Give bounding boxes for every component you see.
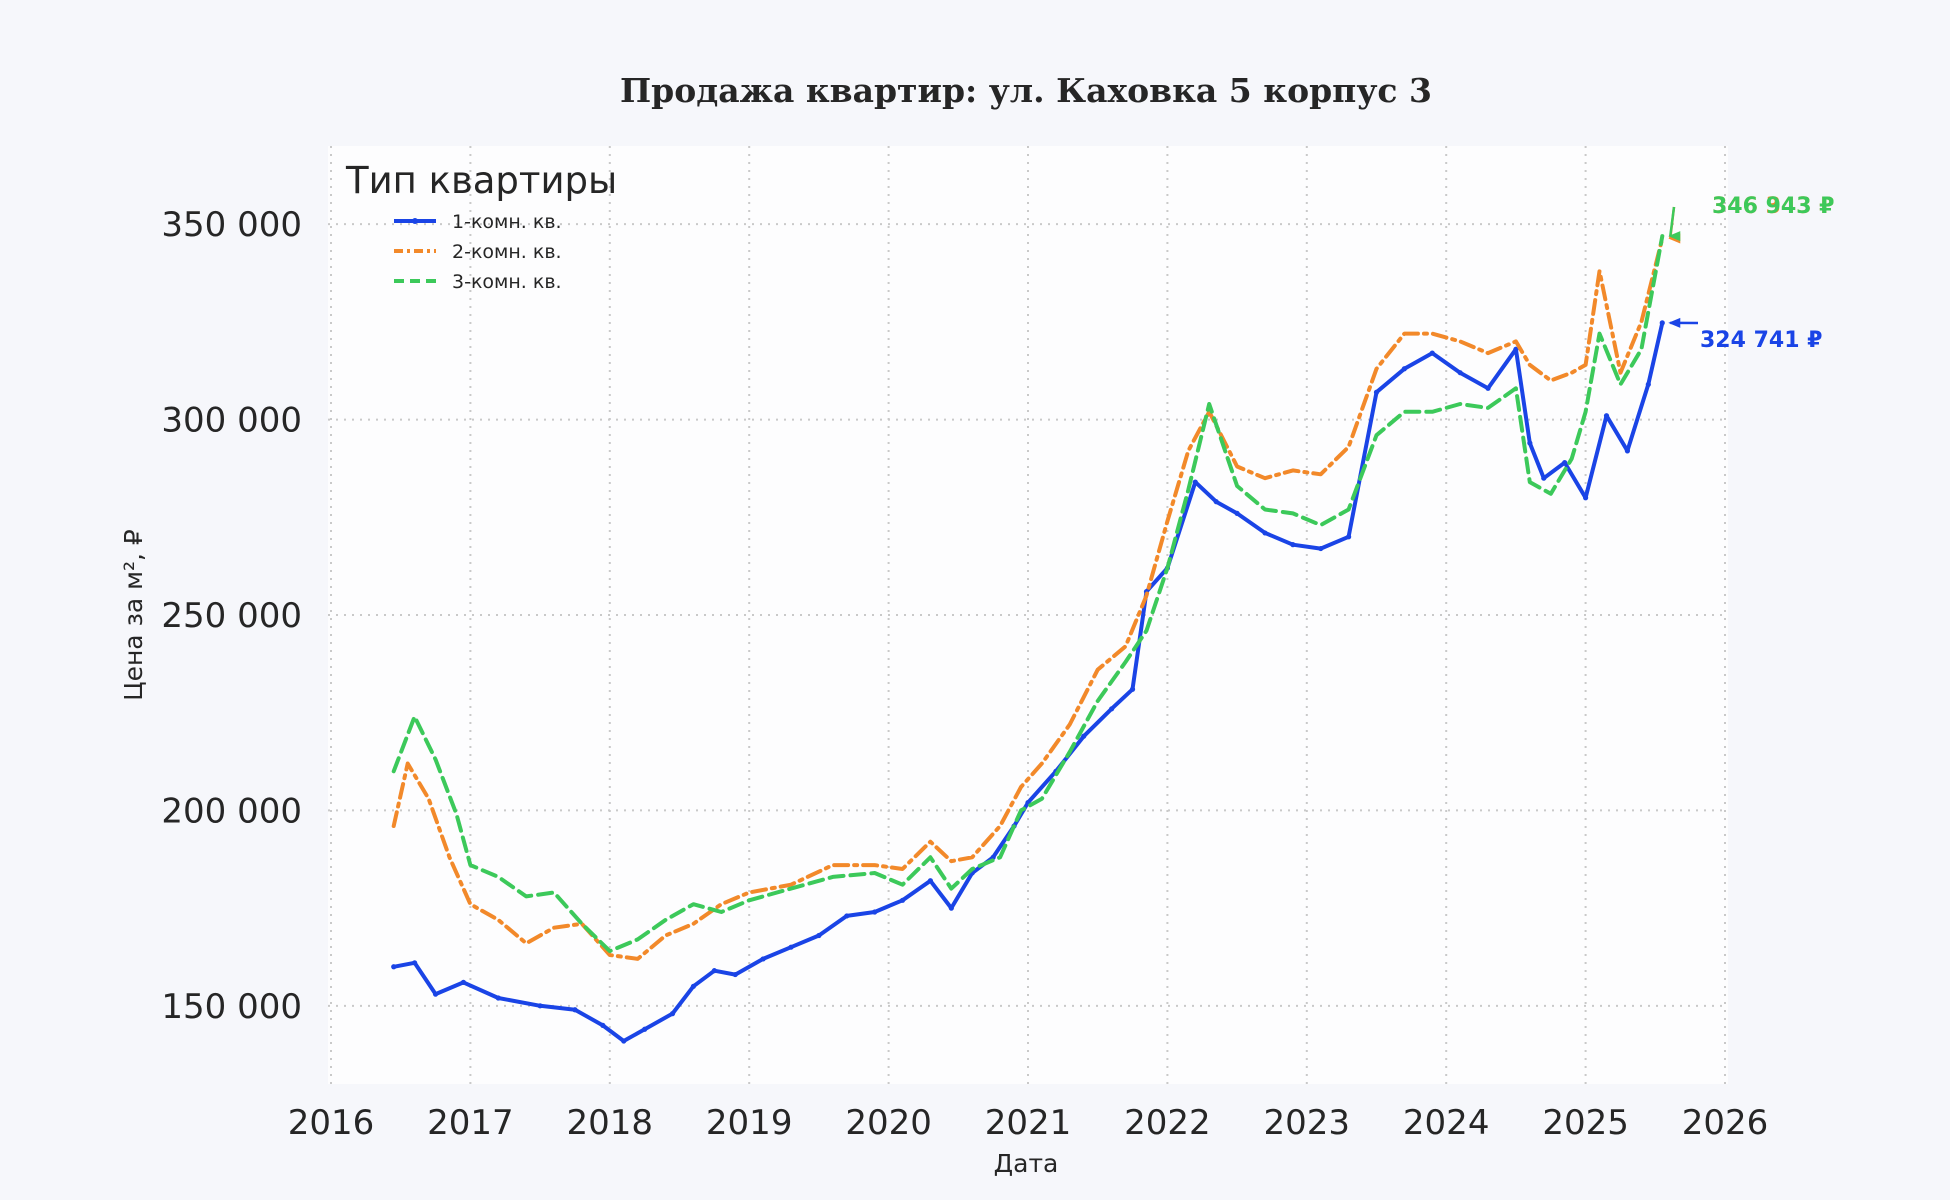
series-lines bbox=[391, 234, 1665, 1044]
x-tick-label: 2016 bbox=[288, 1103, 375, 1143]
series-point bbox=[1485, 385, 1491, 391]
chart-title: Продажа квартир: ул. Каховка 5 корпус 3 bbox=[620, 71, 1432, 110]
x-tick-label: 2025 bbox=[1542, 1103, 1629, 1143]
series-point bbox=[1624, 448, 1631, 454]
grid bbox=[328, 146, 1728, 1084]
legend-label-1: 1-комн. кв. bbox=[452, 211, 562, 233]
series-line-3 bbox=[391, 234, 1665, 954]
series-point bbox=[732, 971, 738, 978]
annotation-label: 346 343 ₽ bbox=[1712, 194, 1834, 219]
y-tick-label: 250 000 bbox=[161, 596, 302, 636]
x-tick-label: 2026 bbox=[1682, 1103, 1769, 1143]
x-tick-label: 2018 bbox=[567, 1103, 654, 1143]
series-point bbox=[1527, 440, 1533, 446]
series-point bbox=[1541, 475, 1547, 481]
y-tick-label: 350 000 bbox=[161, 205, 302, 245]
series-point bbox=[1081, 733, 1087, 739]
series-point bbox=[1290, 542, 1296, 548]
annotation-label: 324 741 ₽ bbox=[1700, 328, 1822, 353]
x-tick-label: 2017 bbox=[427, 1103, 514, 1143]
x-tick-labels: 2016 2017 2018 2019 2020 2021 2022 2023 2024 2025… bbox=[288, 1103, 1769, 1143]
series-point bbox=[1213, 499, 1219, 505]
y-tick-label: 300 000 bbox=[161, 401, 302, 441]
y-tick-label: 150 000 bbox=[161, 987, 302, 1027]
series-point bbox=[1562, 459, 1568, 466]
series-point bbox=[460, 979, 467, 985]
x-tick-label: 2020 bbox=[845, 1103, 932, 1143]
series-point bbox=[621, 1038, 627, 1044]
series-point bbox=[816, 932, 822, 939]
series-point bbox=[711, 968, 717, 974]
annotation-arrowhead bbox=[1668, 317, 1681, 328]
y-tick-labels: 150 000 200 000 250 000 300 000 350 000 bbox=[161, 205, 302, 1027]
series-point bbox=[1603, 413, 1610, 419]
series-point bbox=[948, 905, 954, 911]
annotation-arrow bbox=[1669, 206, 1676, 237]
series-point bbox=[669, 1011, 676, 1017]
series-point bbox=[537, 1003, 543, 1009]
series-point bbox=[690, 983, 697, 989]
series-point bbox=[1109, 706, 1115, 712]
series-point bbox=[600, 1022, 606, 1028]
annotation-arrowhead bbox=[1668, 231, 1681, 242]
series-point bbox=[1513, 346, 1519, 352]
series-point bbox=[1262, 530, 1268, 536]
legend-label-2: 2-комн. кв. bbox=[452, 241, 562, 263]
series-point bbox=[432, 991, 439, 997]
series-point bbox=[844, 913, 850, 919]
series-point bbox=[1346, 534, 1352, 540]
series-point bbox=[495, 995, 501, 1001]
series-point bbox=[1129, 686, 1136, 692]
x-tick-label: 2021 bbox=[985, 1103, 1072, 1143]
x-tick-label: 2022 bbox=[1124, 1103, 1211, 1143]
x-axis-label: Дата bbox=[994, 1149, 1059, 1178]
x-tick-label: 2024 bbox=[1403, 1103, 1490, 1143]
series-point bbox=[1645, 381, 1651, 388]
x-tick-label: 2019 bbox=[706, 1103, 793, 1143]
series-point bbox=[1457, 370, 1463, 376]
series-point bbox=[788, 944, 794, 950]
legend: Тип квартиры 1-комн. кв. 2-комн. кв. 3-ком… bbox=[345, 159, 617, 293]
annotation-label: 346 943 ₽ bbox=[1712, 194, 1834, 219]
series-point bbox=[927, 878, 934, 884]
series-point bbox=[1659, 320, 1665, 326]
series-point bbox=[899, 897, 906, 903]
end-annotations: 324 741 ₽ 346 343 ₽346 943 ₽ bbox=[1668, 194, 1834, 353]
y-tick-label: 200 000 bbox=[161, 791, 302, 831]
legend-label-3: 3-комн. кв. bbox=[452, 271, 562, 293]
y-axis-label: Цена за м², ₽ bbox=[119, 529, 148, 701]
series-point bbox=[1192, 479, 1198, 485]
series-point bbox=[412, 960, 418, 966]
series-point bbox=[760, 956, 766, 962]
series-point bbox=[1429, 350, 1435, 356]
series-point bbox=[872, 909, 878, 915]
x-tick-label: 2023 bbox=[1264, 1103, 1351, 1143]
series-point bbox=[1234, 510, 1240, 516]
series-point bbox=[572, 1007, 578, 1013]
series-point bbox=[391, 964, 397, 970]
series-point bbox=[1583, 495, 1589, 501]
series-point bbox=[1373, 389, 1380, 395]
legend-title: Тип квартиры bbox=[345, 159, 617, 202]
series-point bbox=[1318, 545, 1324, 552]
series-point bbox=[642, 1026, 648, 1032]
legend-marker bbox=[412, 218, 418, 224]
series-point bbox=[1401, 366, 1407, 372]
